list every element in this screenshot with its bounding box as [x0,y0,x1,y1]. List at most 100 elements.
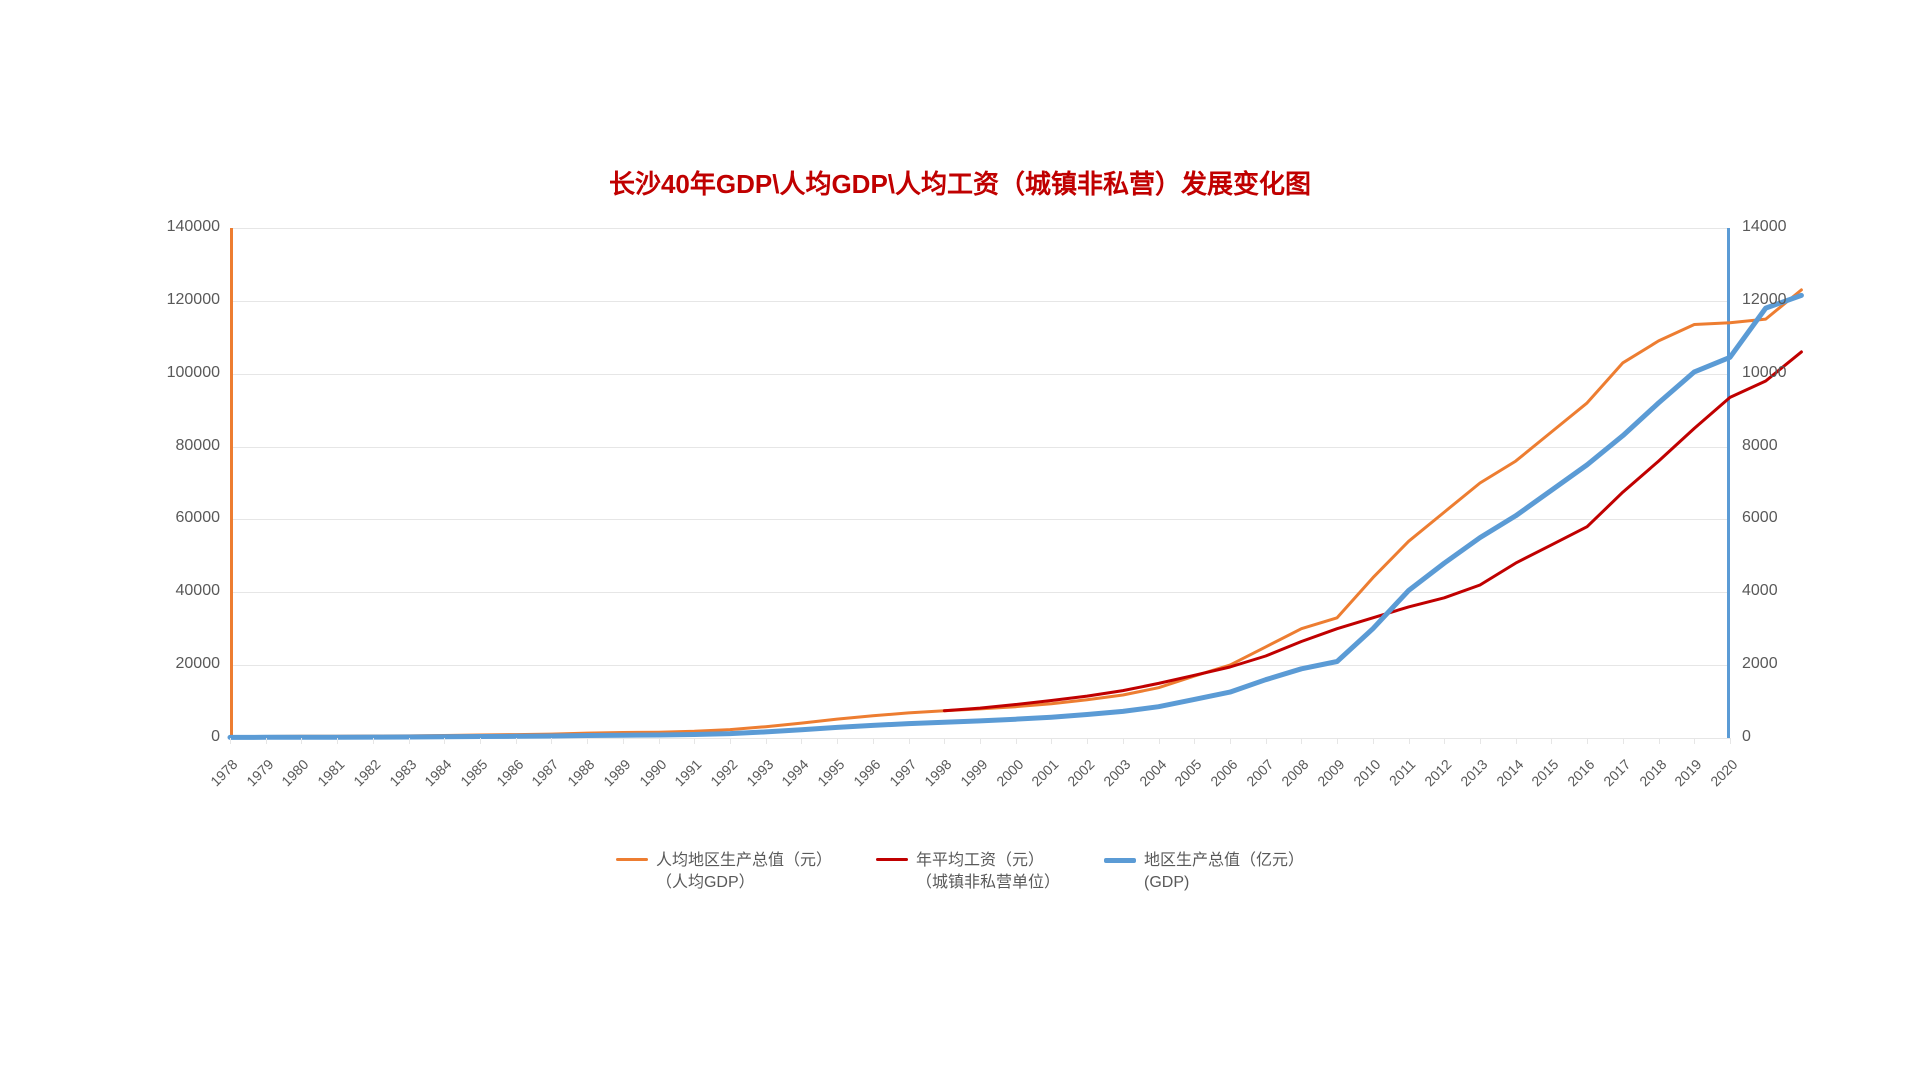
chart-container: 长沙40年GDP\人均GDP\人均工资（城镇非私营）发展变化图 0 20000 40… [0,0,1920,1080]
x-tick-label: 2018 [1636,756,1669,789]
x-tick-label: 2016 [1564,756,1597,789]
x-tick [801,738,802,744]
y-right-tick-label: 8000 [1742,437,1822,455]
x-tick-label: 2003 [1100,756,1133,789]
x-tick [730,738,731,744]
x-tick-label: 2014 [1493,756,1526,789]
x-tick-label: 2004 [1136,756,1169,789]
y-left-tick-label: 40000 [140,582,220,600]
series-line [230,290,1801,737]
x-tick-label: 1991 [671,756,704,789]
x-tick [1516,738,1517,744]
x-tick [230,738,231,744]
legend-item: 地区生产总值（亿元）(GDP) [1104,850,1304,893]
x-tick-label: 1982 [350,756,383,789]
x-tick [1301,738,1302,744]
x-tick-label: 1980 [279,756,312,789]
x-tick-label: 2015 [1529,756,1562,789]
x-tick [1159,738,1160,744]
y-right-tick-label: 12000 [1742,291,1822,309]
x-tick-label: 1985 [457,756,490,789]
x-tick [766,738,767,744]
x-tick [1623,738,1624,744]
legend-item: 人均地区生产总值（元）（人均GDP） [616,850,832,893]
x-tick-label: 1993 [743,756,776,789]
x-tick-label: 2019 [1671,756,1704,789]
x-tick [1730,738,1731,744]
legend-label: 人均地区生产总值（元）（人均GDP） [656,850,832,893]
x-tick-label: 1986 [493,756,526,789]
legend-swatch [876,858,908,861]
x-tick-label: 2005 [1171,756,1204,789]
plot-area [230,228,1730,738]
x-tick-label: 1983 [386,756,419,789]
y-right-tick-label: 2000 [1742,655,1822,673]
y-left-tick-label: 140000 [140,218,220,236]
line-series-layer [230,228,1730,738]
x-tick-label: 2013 [1457,756,1490,789]
y-left-tick-label: 120000 [140,291,220,309]
y-left-tick-label: 60000 [140,509,220,527]
y-right-tick-label: 6000 [1742,509,1822,527]
x-tick-label: 1988 [564,756,597,789]
legend-label: 年平均工资（元）（城镇非私营单位） [916,850,1060,893]
x-tick [909,738,910,744]
x-tick [1480,738,1481,744]
x-tick [837,738,838,744]
x-tick-label: 1994 [779,756,812,789]
x-tick [1409,738,1410,744]
x-tick [1444,738,1445,744]
x-tick [444,738,445,744]
x-tick-label: 1998 [921,756,954,789]
y-left-tick-label: 0 [140,728,220,746]
x-tick-label: 1996 [850,756,883,789]
x-tick [1373,738,1374,744]
x-tick-label: 1984 [421,756,454,789]
x-tick [944,738,945,744]
legend-swatch [1104,858,1136,863]
x-tick [694,738,695,744]
x-tick [1123,738,1124,744]
legend: 人均地区生产总值（元）（人均GDP） 年平均工资（元）（城镇非私营单位） 地区生产总… [0,850,1920,893]
x-tick [551,738,552,744]
x-tick-label: 2000 [993,756,1026,789]
x-tick-label: 1995 [814,756,847,789]
legend-item: 年平均工资（元）（城镇非私营单位） [876,850,1060,893]
x-tick-label: 1997 [886,756,919,789]
x-tick [1659,738,1660,744]
x-tick-label: 2006 [1207,756,1240,789]
x-tick-label: 1987 [529,756,562,789]
x-tick-label: 1992 [707,756,740,789]
x-tick [1230,738,1231,744]
y-left-tick-label: 20000 [140,655,220,673]
x-tick [516,738,517,744]
x-tick-label: 2012 [1421,756,1454,789]
y-left-tick-label: 100000 [140,364,220,382]
chart-title: 长沙40年GDP\人均GDP\人均工资（城镇非私营）发展变化图 [0,164,1920,201]
x-tick-label: 1978 [207,756,240,789]
x-tick [1051,738,1052,744]
x-tick [1551,738,1552,744]
legend-label: 地区生产总值（亿元）(GDP) [1144,850,1304,893]
x-tick-label: 1989 [600,756,633,789]
y-left-tick-label: 80000 [140,437,220,455]
x-tick [1337,738,1338,744]
x-tick [659,738,660,744]
x-tick [373,738,374,744]
y-right-tick-label: 14000 [1742,218,1822,236]
legend-swatch [616,858,648,861]
x-tick [873,738,874,744]
x-tick-label: 2010 [1350,756,1383,789]
x-tick [1694,738,1695,744]
series-line [230,295,1801,737]
y-right-tick-label: 10000 [1742,364,1822,382]
x-tick [301,738,302,744]
x-tick [980,738,981,744]
x-tick-label: 2008 [1279,756,1312,789]
x-tick-label: 1999 [957,756,990,789]
x-tick-label: 2001 [1029,756,1062,789]
x-tick [266,738,267,744]
x-tick-label: 1990 [636,756,669,789]
x-tick-label: 1979 [243,756,276,789]
x-tick [337,738,338,744]
